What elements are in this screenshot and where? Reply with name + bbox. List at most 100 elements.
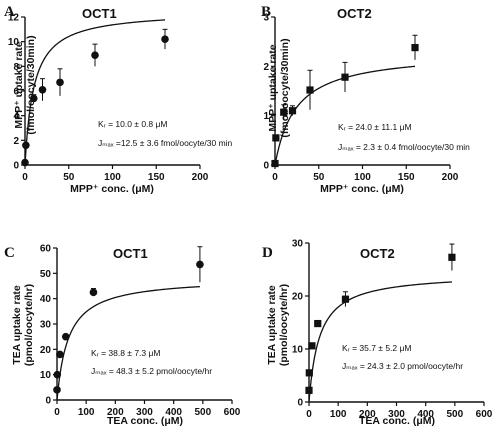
data-point — [91, 51, 99, 60]
data-point — [56, 350, 64, 359]
data-point — [305, 386, 313, 394]
x-tick-label: 500 — [446, 409, 463, 420]
data-point — [271, 159, 279, 168]
x-tick-label: 50 — [313, 172, 325, 183]
y-tick-label: 30 — [40, 320, 52, 331]
panel-title: OCT1 — [82, 6, 117, 21]
y-tick-label: 0 — [263, 161, 269, 172]
y-tick-label: 0 — [45, 396, 51, 407]
x-tick-label: 200 — [442, 172, 459, 183]
x-axis-label: MPP⁺ conc. (μM) — [70, 183, 154, 195]
y-tick-label: 6 — [13, 87, 19, 98]
y-tick-label: 0 — [297, 398, 303, 409]
panel-c: C OCT1 0 100 200 300 400 500 600 0 10 20 30 40 50 60 TEA… — [4, 244, 241, 428]
fit-curve — [24, 19, 166, 166]
x-axis-label: MPP⁺ conc. (μM) — [320, 183, 404, 195]
panel-letter: B — [261, 4, 271, 20]
y-axis-label: TEA uptake rate(pmol/oocyte/hr) — [11, 284, 35, 366]
panel-letter: D — [262, 245, 273, 261]
y-tick-label: 4 — [13, 111, 19, 122]
x-tick-label: 0 — [22, 172, 28, 183]
x-tick-label: 150 — [398, 172, 415, 183]
x-tick-label: 600 — [224, 407, 241, 418]
y-tick-label: 0 — [13, 161, 19, 172]
data-point — [21, 158, 29, 167]
km-annotation: Kᵣ = 38.8 ± 7.3 μM — [91, 348, 160, 358]
y-tick-label: 10 — [8, 37, 20, 48]
x-tick-label: 100 — [330, 409, 347, 420]
panel-letter: C — [4, 245, 15, 261]
data-point — [29, 94, 38, 103]
x-axis-label: TEA conc. (μM) — [107, 415, 183, 427]
data-point — [306, 86, 314, 94]
km-annotation: Kᵣ = 35.7 ± 5.2 μM — [342, 343, 411, 353]
data-point — [196, 260, 204, 269]
x-tick-label: 0 — [54, 407, 60, 418]
panel-d: D OCT2 0 100 200 300 400 500 600 0 10 20 30 TEA conc.… — [262, 239, 493, 428]
data-point — [53, 386, 61, 394]
data-point — [22, 141, 30, 150]
x-tick-label: 600 — [476, 409, 493, 420]
y-tick-label: 1 — [263, 111, 269, 122]
y-tick-label: 60 — [40, 244, 52, 255]
y-tick-label: 12 — [8, 13, 20, 24]
x-tick-label: 200 — [107, 407, 124, 418]
panel-a: A OCT1 0 50 100 150 200 0 2 4 6 8 10 12 MPP⁺ conc. (μM… — [4, 4, 233, 195]
panel-title: OCT2 — [337, 6, 372, 21]
panel-title: OCT1 — [113, 246, 148, 261]
data-point — [308, 342, 316, 350]
panel-b: B OCT2 0 50 100 150 200 0 1 2 3 MPP⁺ conc. (μM) MPP⁺… — [261, 4, 470, 195]
km-annotation: Kᵣ = 10.0 ± 0.8 μM — [98, 119, 167, 129]
data-point — [280, 108, 288, 116]
y-axis-label: TEA uptake rate(pmol/oocyte/hr) — [266, 284, 290, 366]
y-tick-label: 40 — [40, 294, 52, 305]
fit-curve — [56, 285, 200, 401]
x-tick-label: 300 — [136, 407, 153, 418]
data-point — [161, 35, 169, 43]
y-tick-label: 10 — [40, 370, 52, 381]
y-tick-label: 2 — [13, 136, 19, 147]
x-tick-label: 300 — [388, 409, 405, 420]
x-tick-label: 100 — [354, 172, 371, 183]
data-point — [56, 78, 64, 87]
data-point — [314, 319, 322, 328]
x-tick-label: 150 — [148, 172, 165, 183]
data-point — [272, 134, 280, 142]
data-point — [89, 288, 98, 297]
data-point — [411, 43, 419, 52]
x-tick-label: 500 — [194, 407, 211, 418]
data-point — [448, 253, 456, 261]
x-tick-label: 400 — [417, 409, 434, 420]
x-tick-label: 100 — [78, 407, 95, 418]
y-axis-label: MPP⁺ uptake rate(fmol/oocyte/30min) — [267, 38, 291, 137]
y-tick-label: 20 — [40, 345, 52, 356]
y-tick-label: 3 — [263, 13, 269, 24]
fit-curve — [308, 281, 452, 403]
y-tick-label: 20 — [292, 292, 304, 303]
data-point — [61, 332, 70, 341]
x-tick-label: 0 — [306, 409, 312, 420]
x-axis-label: TEA conc. (μM) — [359, 415, 435, 427]
y-tick-label: 8 — [13, 62, 19, 73]
data-point — [305, 369, 313, 377]
panel-letter: A — [4, 4, 15, 20]
jmax-annotation: Jₘₐₓ = 48.3 ± 5.2 pmol/oocyte/hr — [91, 366, 212, 376]
x-tick-label: 400 — [165, 407, 182, 418]
data-point — [341, 295, 350, 303]
jmax-annotation: Jₘₐₓ = 24.3 ± 2.0 pmol/oocyte/hr — [342, 361, 463, 371]
jmax-annotation: Jₘₐₓ = 2.3 ± 0.4 fmol/oocyte/30 min — [338, 142, 470, 152]
x-tick-label: 200 — [359, 409, 376, 420]
y-axis-label: MPP⁺ uptake rate(fmol/oocyte/30min) — [13, 35, 37, 134]
data-point — [288, 107, 297, 115]
jmax-annotation: Jₘₐₓ =12.5 ± 3.6 fmol/oocyte/30 min — [98, 138, 233, 148]
x-tick-label: 0 — [272, 172, 278, 183]
y-tick-label: 10 — [292, 345, 304, 356]
panel-title: OCT2 — [360, 246, 395, 261]
x-tick-label: 200 — [192, 172, 209, 183]
y-tick-label: 2 — [263, 62, 269, 73]
y-tick-label: 50 — [40, 269, 52, 280]
data-point — [53, 370, 62, 379]
data-point — [341, 73, 349, 81]
data-point — [38, 85, 47, 94]
